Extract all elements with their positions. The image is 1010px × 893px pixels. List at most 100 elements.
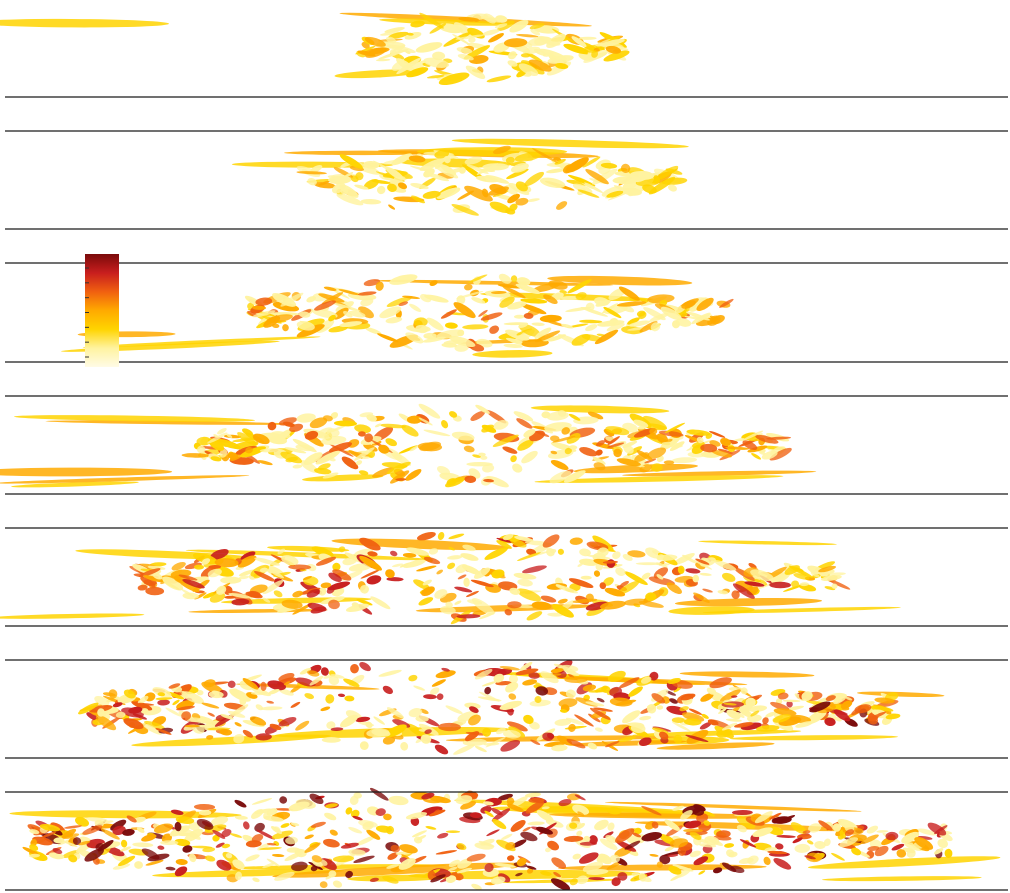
vortex-blob bbox=[646, 704, 657, 714]
vortex-blob bbox=[505, 682, 519, 693]
vortex-blob bbox=[333, 420, 358, 427]
vortex-blob bbox=[751, 453, 762, 460]
vortex-blob bbox=[734, 722, 754, 728]
vortex-blob bbox=[534, 696, 542, 703]
vortex-blob bbox=[68, 854, 78, 863]
jet-streak bbox=[729, 735, 899, 741]
vortex-blob bbox=[645, 592, 657, 602]
vortex-blob bbox=[457, 574, 467, 580]
vortex-blob bbox=[348, 310, 366, 318]
vortex-blob bbox=[251, 305, 267, 310]
vortex-blob bbox=[360, 297, 374, 307]
vortex-blob bbox=[238, 569, 256, 577]
vortex-blob bbox=[584, 182, 604, 194]
vortex-blob bbox=[620, 163, 631, 174]
vortex-blob bbox=[499, 700, 523, 710]
vortex-blob bbox=[424, 294, 449, 303]
vortex-blob bbox=[202, 847, 216, 853]
jet-streak bbox=[679, 671, 815, 678]
vortex-blob bbox=[384, 27, 405, 33]
vortex-blob bbox=[466, 853, 486, 862]
vortex-blob bbox=[713, 560, 737, 571]
vortex-blob bbox=[208, 691, 224, 699]
vortex-blob bbox=[464, 156, 483, 165]
vortex-blob bbox=[722, 572, 736, 582]
vortex-blob bbox=[431, 679, 446, 687]
vortex-blob bbox=[498, 273, 512, 284]
vortex-blob bbox=[406, 723, 426, 738]
vortex-blob bbox=[304, 842, 321, 853]
vortex-blob bbox=[506, 797, 515, 806]
vortex-blob bbox=[426, 74, 445, 79]
vortex-blob bbox=[232, 437, 257, 443]
vortex-blob bbox=[433, 163, 459, 179]
vortex-blob bbox=[391, 563, 404, 568]
vortex-blob bbox=[382, 875, 399, 884]
vortex-blob bbox=[831, 583, 838, 589]
jet-streak bbox=[0, 613, 145, 619]
vortex-blob bbox=[507, 60, 518, 67]
vortex-blob bbox=[603, 428, 615, 437]
vortex-blob bbox=[386, 296, 413, 307]
vortex-blob bbox=[783, 584, 803, 592]
vortex-blob bbox=[358, 470, 369, 476]
vortex-blob bbox=[539, 48, 567, 61]
vortex-blob bbox=[693, 559, 713, 570]
vortex-blob bbox=[655, 165, 679, 181]
vortex-blob bbox=[799, 582, 809, 587]
vortex-blob bbox=[278, 717, 297, 727]
vortex-blob bbox=[510, 538, 527, 548]
vortex-blob bbox=[441, 420, 449, 429]
vortex-blob bbox=[330, 412, 339, 419]
vortex-blob bbox=[286, 847, 301, 853]
vortex-blob bbox=[622, 710, 641, 724]
vortex-blob bbox=[284, 851, 304, 862]
vortex-blob bbox=[371, 728, 391, 737]
vortex-blob bbox=[298, 311, 311, 318]
vortex-blob bbox=[623, 598, 649, 606]
vortex-blob bbox=[474, 668, 493, 680]
vortex-blob bbox=[528, 59, 552, 72]
vortex-blob bbox=[709, 677, 732, 689]
vortex-blob bbox=[263, 315, 281, 328]
vortex-blob bbox=[398, 301, 409, 307]
vortex-blob bbox=[464, 731, 480, 742]
vortex-blob bbox=[743, 430, 764, 441]
vortex-blob bbox=[290, 822, 300, 827]
vortex-blob bbox=[110, 819, 127, 831]
vortex-blob bbox=[871, 709, 879, 715]
vortex-blob bbox=[462, 324, 489, 330]
vortex-blob bbox=[447, 562, 456, 570]
vortex-blob bbox=[478, 309, 488, 317]
vortex-blob bbox=[677, 565, 685, 574]
vortex-blob bbox=[579, 36, 597, 40]
vortex-blob bbox=[664, 846, 675, 852]
vortex-blob bbox=[504, 608, 513, 616]
vortex-blob bbox=[425, 172, 450, 182]
vortex-blob bbox=[406, 67, 429, 78]
vortex-blob bbox=[212, 829, 226, 839]
vortex-blob bbox=[408, 674, 418, 682]
vortex-blob bbox=[673, 553, 695, 565]
vortex-blob bbox=[324, 812, 337, 821]
vortex-blob bbox=[516, 552, 541, 561]
vortex-blob bbox=[564, 725, 587, 730]
vortex-blob bbox=[493, 420, 509, 430]
vortex-blob bbox=[699, 722, 712, 730]
vortex-blob bbox=[529, 721, 540, 730]
vortex-blob bbox=[331, 182, 346, 194]
vortex-blob bbox=[579, 548, 591, 557]
vortex-blob bbox=[255, 297, 273, 306]
vortex-blob bbox=[134, 861, 143, 869]
vortex-blob bbox=[406, 547, 429, 556]
vortex-blob bbox=[176, 832, 193, 837]
vortex-blob bbox=[702, 588, 713, 593]
vortex-blob bbox=[207, 432, 228, 444]
vortex-blob bbox=[428, 809, 446, 817]
vortex-blob bbox=[381, 462, 408, 469]
vortex-blob bbox=[120, 839, 128, 848]
vortex-blob bbox=[94, 819, 104, 827]
vortex-blob bbox=[115, 711, 126, 719]
vortex-blob bbox=[747, 445, 768, 453]
vortex-blob bbox=[143, 575, 164, 583]
